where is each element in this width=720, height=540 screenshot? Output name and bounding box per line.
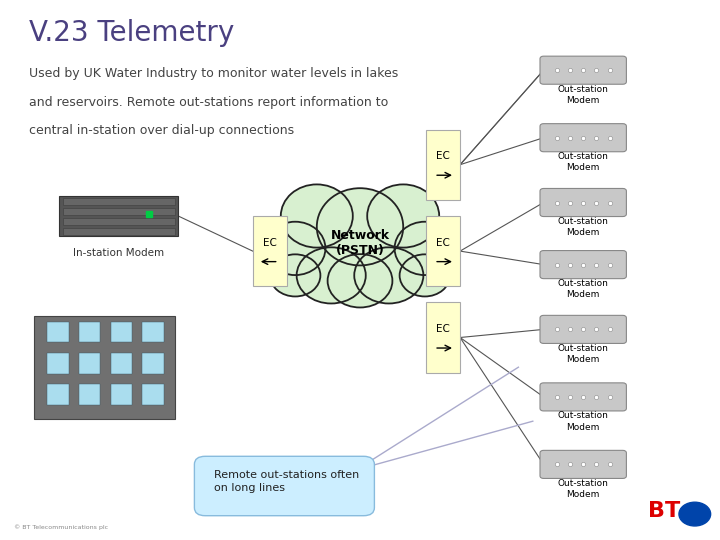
Ellipse shape bbox=[281, 184, 353, 247]
FancyBboxPatch shape bbox=[110, 353, 132, 374]
Text: EC: EC bbox=[263, 238, 277, 248]
FancyBboxPatch shape bbox=[540, 188, 626, 217]
FancyBboxPatch shape bbox=[540, 315, 626, 343]
FancyBboxPatch shape bbox=[194, 456, 374, 516]
Ellipse shape bbox=[297, 247, 366, 303]
Text: Out-station
Modem: Out-station Modem bbox=[558, 344, 608, 364]
FancyBboxPatch shape bbox=[47, 322, 68, 342]
Text: Out-station
Modem: Out-station Modem bbox=[558, 85, 608, 105]
FancyBboxPatch shape bbox=[78, 384, 100, 405]
Text: © BT Telecommunications plc: © BT Telecommunications plc bbox=[14, 525, 109, 530]
FancyBboxPatch shape bbox=[78, 353, 100, 374]
Ellipse shape bbox=[328, 254, 392, 307]
FancyBboxPatch shape bbox=[143, 322, 164, 342]
Text: EC: EC bbox=[436, 151, 450, 161]
FancyBboxPatch shape bbox=[63, 228, 174, 235]
Text: Used by UK Water Industry to monitor water levels in lakes: Used by UK Water Industry to monitor wat… bbox=[29, 68, 398, 80]
FancyBboxPatch shape bbox=[34, 316, 174, 418]
Ellipse shape bbox=[400, 254, 450, 296]
Ellipse shape bbox=[395, 222, 455, 275]
Text: Out-station
Modem: Out-station Modem bbox=[558, 152, 608, 172]
FancyBboxPatch shape bbox=[63, 218, 174, 225]
FancyBboxPatch shape bbox=[540, 450, 626, 478]
FancyBboxPatch shape bbox=[426, 130, 460, 200]
FancyBboxPatch shape bbox=[143, 353, 164, 374]
Text: BT: BT bbox=[648, 501, 680, 521]
Text: Out-station
Modem: Out-station Modem bbox=[558, 279, 608, 299]
Ellipse shape bbox=[367, 184, 439, 247]
FancyBboxPatch shape bbox=[47, 384, 68, 405]
Text: central in-station over dial-up connections: central in-station over dial-up connecti… bbox=[29, 124, 294, 137]
Ellipse shape bbox=[317, 188, 403, 265]
FancyBboxPatch shape bbox=[63, 208, 174, 215]
FancyBboxPatch shape bbox=[110, 384, 132, 405]
FancyBboxPatch shape bbox=[143, 384, 164, 405]
Text: Out-station
Modem: Out-station Modem bbox=[558, 479, 608, 499]
FancyBboxPatch shape bbox=[540, 124, 626, 152]
Ellipse shape bbox=[265, 222, 325, 275]
FancyBboxPatch shape bbox=[426, 302, 460, 373]
Ellipse shape bbox=[270, 254, 320, 296]
FancyBboxPatch shape bbox=[47, 353, 68, 374]
Text: In-station Modem: In-station Modem bbox=[73, 248, 164, 258]
FancyBboxPatch shape bbox=[540, 251, 626, 279]
Text: Network
(PSTN): Network (PSTN) bbox=[330, 229, 390, 257]
Text: and reservoirs. Remote out-stations report information to: and reservoirs. Remote out-stations repo… bbox=[29, 96, 388, 109]
FancyBboxPatch shape bbox=[540, 383, 626, 411]
FancyBboxPatch shape bbox=[60, 195, 179, 237]
FancyBboxPatch shape bbox=[426, 216, 460, 286]
Text: V.23 Telemetry: V.23 Telemetry bbox=[29, 19, 234, 47]
FancyBboxPatch shape bbox=[110, 322, 132, 342]
Text: Out-station
Modem: Out-station Modem bbox=[558, 411, 608, 431]
FancyBboxPatch shape bbox=[78, 322, 100, 342]
Ellipse shape bbox=[354, 247, 423, 303]
FancyBboxPatch shape bbox=[253, 216, 287, 286]
FancyBboxPatch shape bbox=[540, 56, 626, 84]
Text: EC: EC bbox=[436, 238, 450, 248]
Text: Out-station
Modem: Out-station Modem bbox=[558, 217, 608, 237]
FancyBboxPatch shape bbox=[63, 198, 174, 205]
Text: EC: EC bbox=[436, 324, 450, 334]
Text: Remote out-stations often
on long lines: Remote out-stations often on long lines bbox=[214, 470, 359, 493]
Circle shape bbox=[679, 502, 711, 526]
